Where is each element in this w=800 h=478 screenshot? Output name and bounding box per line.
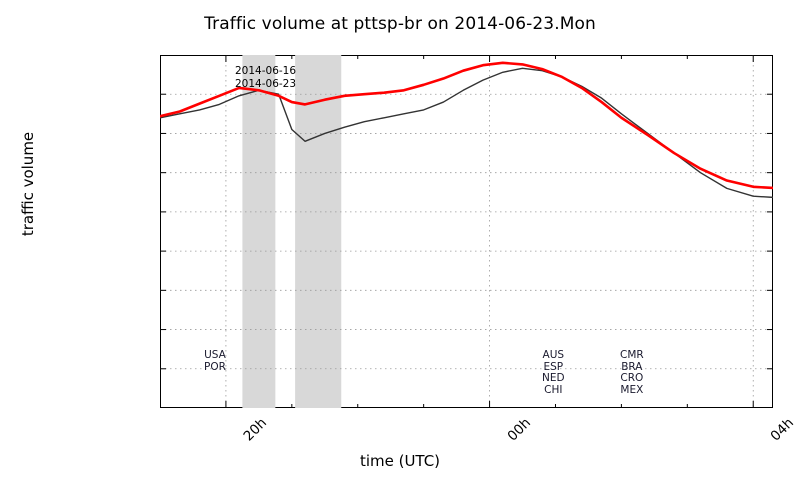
band-label-line: CHI <box>544 383 563 396</box>
band-label-line: ESP <box>543 360 564 373</box>
highlight-bands <box>242 55 342 408</box>
band-label-line: CMR <box>620 349 644 361</box>
legend-item: 2014-06-23 <box>235 78 435 91</box>
band-label-line: MEX <box>620 383 644 396</box>
x-tick-label: 00h <box>504 415 534 445</box>
y-axis-label: traffic volume <box>19 131 37 237</box>
series-line <box>160 67 773 199</box>
band-label-line: NED <box>542 372 565 384</box>
legend-label: 2014-06-16 <box>235 65 297 77</box>
band-label-line: CRO <box>620 372 644 384</box>
plot-svg <box>160 55 773 408</box>
band-label-aus-esp-ned-chi: AUS ESP NED CHI <box>542 349 565 396</box>
plot-area: USA POR AUS ESP NED CHI CMR BRA CRO MEX 2014-06-1… <box>160 55 773 408</box>
chart-legend: 2014-06-16 2014-06-23 <box>235 65 435 91</box>
band-label-usa-por: USA POR <box>204 349 226 373</box>
legend-label: 2014-06-23 <box>235 78 297 90</box>
band-label-line: USA <box>204 349 226 361</box>
grid-lines <box>160 55 773 408</box>
highlight-band <box>295 55 342 408</box>
x-tick-label: 04h <box>767 415 798 445</box>
axis-ticks <box>160 55 773 408</box>
band-label-cmr-bra-cro-mex: CMR BRA CRO MEX <box>620 349 644 396</box>
chart-title: Traffic volume at pttsp-br on 2014-06-23… <box>204 14 596 34</box>
series-line <box>160 61 773 190</box>
highlight-band <box>242 55 276 408</box>
data-series <box>160 61 773 199</box>
x-tick-label: 20h <box>240 415 270 445</box>
x-axis-label: time (UTC) <box>359 452 441 470</box>
band-label-line: POR <box>204 360 226 373</box>
legend-item: 2014-06-16 <box>235 65 435 78</box>
band-label-line: BRA <box>621 360 643 373</box>
band-label-line: AUS <box>542 349 565 361</box>
